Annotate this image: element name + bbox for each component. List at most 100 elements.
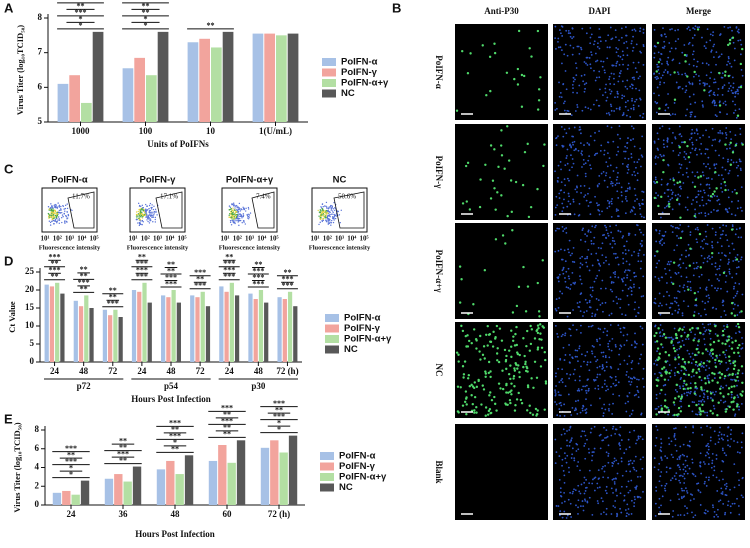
nucleus bbox=[730, 138, 733, 141]
nucleus bbox=[555, 137, 557, 140]
nucleus bbox=[635, 486, 638, 489]
nucleus bbox=[686, 444, 689, 447]
nucleus bbox=[589, 135, 592, 138]
nucleus bbox=[670, 369, 673, 372]
nucleus bbox=[615, 224, 618, 227]
event bbox=[234, 207, 236, 209]
nucleus bbox=[693, 132, 696, 134]
nucleus bbox=[621, 278, 624, 281]
event bbox=[237, 216, 239, 218]
infected-cell bbox=[488, 394, 491, 397]
nucleus bbox=[707, 448, 710, 451]
nucleus bbox=[599, 88, 601, 91]
nucleus bbox=[716, 94, 719, 96]
nucleus bbox=[667, 437, 670, 440]
nucleus bbox=[605, 229, 608, 231]
nucleus bbox=[722, 102, 725, 105]
nucleus bbox=[684, 466, 687, 468]
nucleus bbox=[679, 266, 682, 269]
nucleus bbox=[614, 375, 617, 378]
nucleus bbox=[611, 413, 614, 415]
infected-cell bbox=[522, 265, 525, 269]
infected-cell bbox=[466, 161, 470, 165]
legend-swatch bbox=[322, 89, 336, 98]
event bbox=[56, 207, 58, 209]
nucleus bbox=[565, 231, 568, 234]
infected-cell bbox=[473, 395, 477, 399]
nucleus bbox=[639, 207, 641, 210]
significance-label: *** bbox=[75, 0, 87, 4]
nucleus bbox=[620, 36, 623, 39]
nucleus bbox=[714, 167, 717, 170]
nucleus bbox=[569, 491, 572, 494]
nucleus bbox=[616, 494, 618, 497]
nucleus bbox=[554, 438, 557, 441]
nucleus bbox=[559, 491, 562, 494]
nucleus bbox=[593, 154, 596, 156]
nucleus bbox=[730, 396, 733, 399]
nucleus bbox=[599, 149, 602, 152]
nucleus bbox=[610, 282, 613, 284]
x-tick-label: 24 bbox=[137, 366, 147, 376]
nucleus bbox=[563, 249, 566, 252]
nucleus bbox=[731, 502, 734, 505]
infected-cell bbox=[664, 360, 667, 363]
nucleus bbox=[637, 436, 640, 438]
nucleus bbox=[624, 269, 627, 272]
nucleus bbox=[627, 480, 630, 483]
gate bbox=[251, 191, 275, 229]
nucleus bbox=[612, 281, 615, 284]
infected-cell bbox=[738, 343, 741, 347]
nucleus bbox=[623, 452, 626, 454]
nucleus bbox=[603, 403, 606, 406]
event bbox=[142, 207, 144, 209]
nucleus bbox=[632, 466, 635, 469]
infected-cell bbox=[493, 395, 496, 399]
nucleus bbox=[714, 265, 717, 268]
nucleus bbox=[619, 507, 621, 510]
nucleus bbox=[614, 96, 616, 99]
nucleus bbox=[611, 37, 614, 40]
nucleus bbox=[584, 499, 587, 502]
event bbox=[65, 215, 67, 217]
nucleus bbox=[717, 441, 720, 444]
event bbox=[71, 209, 73, 212]
x-tick-label: 24 bbox=[50, 366, 60, 376]
panel-label: D bbox=[4, 253, 13, 268]
nucleus bbox=[609, 276, 612, 279]
nucleus bbox=[608, 340, 611, 343]
significance-label: ** bbox=[196, 275, 204, 284]
nucleus bbox=[655, 436, 658, 439]
nucleus bbox=[628, 446, 631, 449]
nucleus bbox=[615, 210, 618, 212]
nucleus bbox=[624, 145, 627, 148]
nucleus bbox=[667, 200, 670, 203]
nucleus bbox=[684, 374, 687, 376]
nucleus bbox=[720, 182, 723, 185]
event bbox=[247, 208, 250, 210]
nucleus bbox=[661, 46, 664, 49]
nucleus bbox=[636, 389, 639, 392]
nucleus bbox=[588, 187, 591, 190]
infected-cell bbox=[680, 334, 683, 338]
nucleus bbox=[740, 402, 743, 405]
infected-cell bbox=[688, 264, 692, 267]
infected-cell bbox=[699, 266, 702, 269]
nucleus bbox=[679, 258, 681, 261]
infected-cell bbox=[509, 364, 512, 367]
infected-cell bbox=[481, 384, 484, 387]
nucleus bbox=[685, 255, 687, 258]
nucleus bbox=[563, 100, 566, 103]
bar bbox=[236, 440, 246, 505]
nucleus bbox=[584, 240, 587, 243]
nucleus bbox=[609, 26, 612, 29]
infected-cell bbox=[699, 413, 702, 416]
bar bbox=[81, 102, 92, 122]
nucleus bbox=[734, 282, 737, 284]
nucleus bbox=[676, 348, 678, 351]
nucleus bbox=[738, 513, 741, 516]
nucleus bbox=[706, 451, 709, 454]
nucleus bbox=[566, 177, 569, 180]
nucleus bbox=[600, 287, 602, 290]
significance-label: *** bbox=[169, 432, 181, 441]
